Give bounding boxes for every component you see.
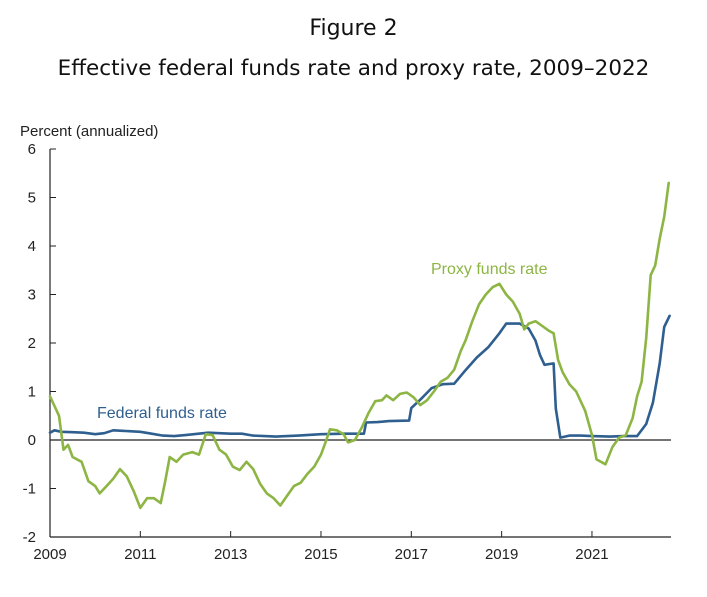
x-tick-label: 2019	[485, 546, 518, 563]
y-tick-label: -1	[23, 481, 36, 498]
y-tick-label: 2	[28, 335, 36, 352]
x-tick-label: 2009	[33, 546, 66, 563]
x-tick-label: 2013	[214, 546, 247, 563]
y-tick-label: 1	[28, 384, 36, 401]
y-tick-label: 6	[28, 141, 36, 158]
chart-title: Effective federal funds rate and proxy r…	[57, 56, 650, 81]
proxy-funds-rate-label: Proxy funds rate	[431, 261, 548, 278]
y-tick-label: 5	[28, 190, 36, 207]
y-tick-label: -2	[23, 529, 36, 546]
x-tick-label: 2021	[575, 546, 608, 563]
fed-funds-rate-line	[48, 314, 671, 439]
x-tick-label: 2011	[124, 546, 156, 563]
x-tick-label: 2015	[304, 546, 337, 563]
y-tick-label: 4	[28, 238, 36, 255]
series-lines	[48, 181, 671, 510]
y-tick-label: 0	[28, 432, 36, 449]
proxy-funds-rate-line	[48, 181, 670, 510]
annotations: Federal funds rate Proxy funds rate	[97, 261, 548, 422]
axes: -2 -1 0 1 2 3 4 5 6 2009 2011 2013 2015 2017 2019 2021	[23, 141, 671, 563]
fed-funds-rate-label: Federal funds rate	[97, 405, 227, 422]
figure-label: Figure 2	[309, 16, 398, 41]
y-axis-label: Percent (annualized)	[20, 123, 158, 140]
y-tick-label: 3	[28, 287, 36, 304]
x-tick-label: 2017	[395, 546, 428, 563]
